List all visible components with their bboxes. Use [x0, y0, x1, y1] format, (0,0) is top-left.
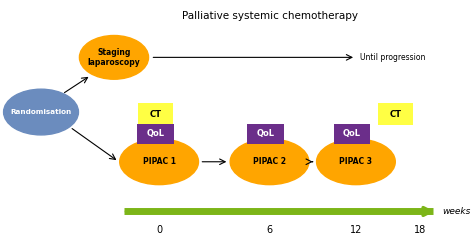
FancyBboxPatch shape	[334, 124, 370, 144]
Text: PIPAC 2: PIPAC 2	[253, 157, 286, 166]
Text: PIPAC 3: PIPAC 3	[339, 157, 373, 166]
Text: QoL: QoL	[146, 129, 164, 138]
Text: Palliative systemic chemotherapy: Palliative systemic chemotherapy	[182, 11, 357, 21]
Text: Staging
laparoscopy: Staging laparoscopy	[88, 48, 140, 67]
FancyBboxPatch shape	[247, 124, 284, 144]
Text: 18: 18	[414, 225, 427, 235]
Text: 0: 0	[156, 225, 162, 235]
Text: weeks: weeks	[442, 207, 471, 216]
Ellipse shape	[4, 89, 79, 135]
Ellipse shape	[230, 139, 309, 185]
Text: 6: 6	[266, 225, 273, 235]
Ellipse shape	[120, 139, 199, 185]
Ellipse shape	[80, 36, 148, 79]
Text: QoL: QoL	[257, 129, 274, 138]
Text: CT: CT	[389, 110, 401, 119]
Text: CT: CT	[149, 110, 161, 119]
Text: Randomisation: Randomisation	[10, 109, 72, 115]
Text: PIPAC 1: PIPAC 1	[143, 157, 175, 166]
Text: 12: 12	[350, 225, 362, 235]
Text: QoL: QoL	[343, 129, 361, 138]
Ellipse shape	[317, 139, 395, 185]
Text: Until progression: Until progression	[360, 53, 425, 62]
FancyBboxPatch shape	[137, 124, 173, 144]
FancyBboxPatch shape	[378, 103, 412, 125]
FancyBboxPatch shape	[138, 103, 173, 125]
